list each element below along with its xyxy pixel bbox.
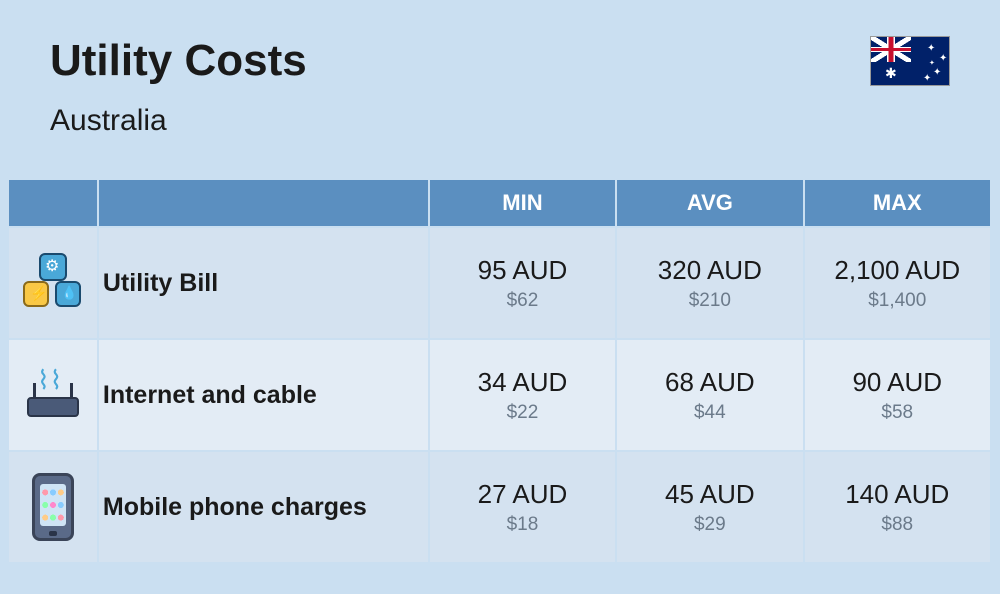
value-main: 320 AUD <box>617 255 802 286</box>
value-main: 45 AUD <box>617 479 802 510</box>
title-block: Utility Costs Australia <box>50 36 307 138</box>
col-min: MIN <box>430 180 615 226</box>
phone-icon <box>32 473 74 541</box>
value-main: 2,100 AUD <box>805 255 990 286</box>
cell-max: 2,100 AUD $1,400 <box>805 228 990 338</box>
value-sub: $18 <box>430 514 615 536</box>
costs-table: MIN AVG MAX Utility Bill 95 AUD $62 320 … <box>7 178 992 564</box>
header: Utility Costs Australia ✱✦✦ ✦✦✦ <box>0 0 1000 178</box>
page-subtitle: Australia <box>50 104 307 138</box>
cell-avg: 320 AUD $210 <box>617 228 802 338</box>
table-header-row: MIN AVG MAX <box>9 180 990 226</box>
cell-min: 27 AUD $18 <box>430 452 615 562</box>
value-sub: $29 <box>617 514 802 536</box>
col-avg: AVG <box>617 180 802 226</box>
value-main: 140 AUD <box>805 479 990 510</box>
value-sub: $44 <box>617 402 802 424</box>
cell-max: 90 AUD $58 <box>805 340 990 450</box>
row-label: Mobile phone charges <box>99 452 428 562</box>
row-label: Utility Bill <box>99 228 428 338</box>
value-main: 34 AUD <box>430 367 615 398</box>
australia-flag-icon: ✱✦✦ ✦✦✦ <box>870 36 950 86</box>
value-main: 27 AUD <box>430 479 615 510</box>
value-sub: $88 <box>805 514 990 536</box>
value-main: 95 AUD <box>430 255 615 286</box>
col-icon <box>9 180 97 226</box>
cell-max: 140 AUD $88 <box>805 452 990 562</box>
row-icon-cell <box>9 452 97 562</box>
cell-min: 95 AUD $62 <box>430 228 615 338</box>
row-icon-cell <box>9 228 97 338</box>
utility-icon <box>21 251 85 315</box>
row-label: Internet and cable <box>99 340 428 450</box>
table-row: ⌇⌇ Internet and cable 34 AUD $22 68 AUD … <box>9 340 990 450</box>
cell-avg: 45 AUD $29 <box>617 452 802 562</box>
value-sub: $1,400 <box>805 290 990 312</box>
router-icon: ⌇⌇ <box>21 363 85 427</box>
value-sub: $62 <box>430 290 615 312</box>
table-row: Utility Bill 95 AUD $62 320 AUD $210 2,1… <box>9 228 990 338</box>
row-icon-cell: ⌇⌇ <box>9 340 97 450</box>
value-main: 68 AUD <box>617 367 802 398</box>
cell-min: 34 AUD $22 <box>430 340 615 450</box>
cell-avg: 68 AUD $44 <box>617 340 802 450</box>
value-sub: $58 <box>805 402 990 424</box>
col-label <box>99 180 428 226</box>
value-sub: $22 <box>430 402 615 424</box>
col-max: MAX <box>805 180 990 226</box>
value-sub: $210 <box>617 290 802 312</box>
value-main: 90 AUD <box>805 367 990 398</box>
table-row: Mobile phone charges 27 AUD $18 45 AUD $… <box>9 452 990 562</box>
page-title: Utility Costs <box>50 36 307 86</box>
